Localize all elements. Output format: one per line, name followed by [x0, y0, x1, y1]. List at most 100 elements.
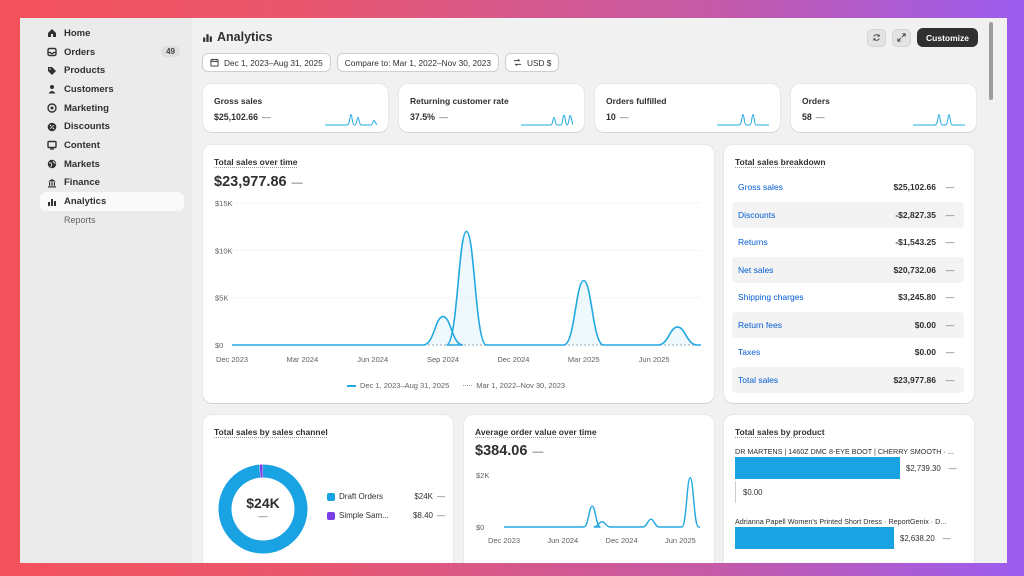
channel-legend-row: Draft Orders $24K — [327, 492, 445, 501]
compare-button[interactable]: Compare to: Mar 1, 2022–Nov 30, 2023 [336, 53, 499, 72]
sidebar-item-home[interactable]: Home [40, 24, 184, 43]
metric-label: Orders [802, 96, 830, 106]
person-icon [46, 83, 58, 95]
target-icon [46, 102, 58, 114]
customize-button[interactable]: Customize [917, 28, 978, 47]
sales-by-product-card: Total sales by product DR MARTENS | 1460… [724, 415, 974, 563]
legend-swatch [327, 492, 335, 501]
main-content: Analytics Customize Dec 1, 2023–Aug 31, … [202, 18, 992, 563]
x-tick-label: Jun 2025 [639, 355, 670, 364]
metric-card-orders[interactable]: Orders 58— [791, 84, 976, 132]
fullscreen-button[interactable] [892, 28, 912, 47]
sidebar-item-content[interactable]: Content [40, 136, 184, 155]
card-title[interactable]: Total sales by product [735, 427, 825, 437]
sidebar-item-customers[interactable]: Customers [40, 80, 184, 99]
y-tick-label: $2K [476, 471, 489, 480]
sales-by-channel-card: Total sales by sales channel $24K — Draf… [203, 415, 453, 563]
sidebar-item-analytics[interactable]: Analytics [40, 192, 184, 211]
sidebar-item-label: Finance [64, 177, 100, 189]
card-title[interactable]: Average order value over time [475, 427, 597, 437]
sparkline [521, 114, 573, 126]
refresh-icon [873, 34, 880, 41]
date-range-button[interactable]: Dec 1, 2023–Aug 31, 2025 [202, 53, 331, 72]
page-title: Analytics [217, 30, 273, 44]
series-area [232, 231, 701, 345]
refresh-button[interactable] [867, 28, 887, 47]
y-tick-label: $0 [215, 341, 223, 350]
breakdown-row: Discounts -$2,827.35— [732, 201, 964, 228]
date-range-label: Dec 1, 2023–Aug 31, 2025 [224, 57, 323, 68]
metric-label: Gross sales [214, 96, 263, 106]
sidebar-item-label: Discounts [64, 121, 110, 133]
bar-chart-icon [203, 33, 212, 42]
breakdown-row: Taxes $0.00— [738, 347, 955, 357]
aov-chart: $2K $0 Dec 2023 Jun 2024 Dec 2024 Jun 2025 [476, 471, 700, 545]
channel-donut-chart [218, 464, 308, 554]
filter-bar: Dec 1, 2023–Aug 31, 2025 Compare to: Mar… [202, 53, 560, 72]
sidebar-item-label: Markets [64, 158, 100, 170]
sidebar-item-label: Content [64, 139, 100, 151]
product-compare-bar [735, 481, 736, 503]
legend-current-label: Dec 1, 2023–Aug 31, 2025 [360, 381, 450, 390]
y-tick-label: $0 [476, 523, 484, 532]
sidebar-item-finance[interactable]: Finance [40, 174, 184, 193]
sidebar-item-products[interactable]: Products [40, 61, 184, 80]
sparkline [913, 114, 965, 126]
legend-swatch-compare [463, 385, 473, 386]
metric-card-gross-sales[interactable]: Gross sales $25,102.66— [203, 84, 388, 132]
card-title[interactable]: Total sales over time [214, 157, 298, 167]
tag-icon [46, 65, 58, 77]
header-actions: Customize [867, 28, 978, 47]
sales-total-value: $23,977.86— [214, 174, 303, 190]
breakdown-row: Net sales $20,732.06— [732, 256, 964, 283]
product-value: $2,638.20— [900, 534, 951, 543]
sidebar-item-marketing[interactable]: Marketing [40, 99, 184, 118]
metric-card-orders-fulfilled[interactable]: Orders fulfilled 10— [595, 84, 780, 132]
y-tick-label: $10K [215, 246, 233, 255]
inbox-icon [46, 46, 58, 58]
sidebar-item-label: Marketing [64, 102, 109, 114]
product-value: $2,739.30— [906, 464, 957, 473]
app-window: Home Orders 49 Products Customers Market… [20, 18, 1007, 563]
legend-swatch-current [347, 384, 356, 387]
x-tick-label: Jun 2024 [547, 536, 578, 545]
bar-chart-icon [46, 196, 58, 208]
metric-value: $25,102.66— [214, 112, 271, 122]
x-tick-label: Mar 2024 [287, 355, 319, 364]
expand-icon [897, 33, 906, 42]
donut-center-dash: — [258, 511, 268, 521]
card-title[interactable]: Total sales breakdown [735, 157, 826, 167]
orders-count-badge: 49 [161, 45, 180, 57]
x-tick-label: Dec 2023 [216, 355, 248, 364]
product-bar[interactable] [735, 457, 900, 479]
sidebar-item-discounts[interactable]: Discounts [40, 117, 184, 136]
x-tick-label: Jun 2025 [665, 536, 696, 545]
metric-card-returning-customer-rate[interactable]: Returning customer rate 37.5% — [399, 84, 584, 132]
donut-slice [218, 464, 308, 554]
sales-over-time-card: Total sales over time $23,977.86— $15K $1… [203, 145, 714, 403]
x-tick-label: Mar 2025 [568, 355, 600, 364]
sales-over-time-chart: $15K $10K $5K $0 Dec 2023 Mar 2024 Jun 2024 Sep… [215, 199, 701, 364]
card-title[interactable]: Total sales by sales channel [214, 427, 328, 437]
aov-card: Average order value over time $384.06— $… [464, 415, 714, 563]
bank-icon [46, 177, 58, 189]
breakdown-row: Return fees $0.00— [732, 311, 964, 338]
currency-icon [513, 59, 522, 66]
scrollbar[interactable] [989, 22, 993, 100]
metric-label: Orders fulfilled [606, 96, 667, 106]
metric-value: 58— [802, 112, 825, 122]
product-bar[interactable] [735, 527, 894, 549]
sparkline [717, 114, 769, 126]
product-label: DR MARTENS | 1460Z DMC 8-EYE BOOT | CHER… [735, 447, 954, 456]
sidebar-item-markets[interactable]: Markets [40, 155, 184, 174]
currency-label: USD $ [526, 57, 552, 68]
sidebar-item-reports[interactable]: Reports [64, 215, 96, 226]
sidebar-item-orders[interactable]: Orders 49 [40, 43, 184, 62]
currency-button[interactable]: USD $ [504, 53, 560, 72]
sidebar-item-label: Products [64, 65, 106, 77]
metric-value: 37.5% — [410, 112, 448, 122]
metric-label: Returning customer rate [410, 96, 509, 106]
content-icon [46, 139, 58, 151]
aov-value: $384.06— [475, 443, 544, 459]
metric-value: 10— [606, 112, 629, 122]
